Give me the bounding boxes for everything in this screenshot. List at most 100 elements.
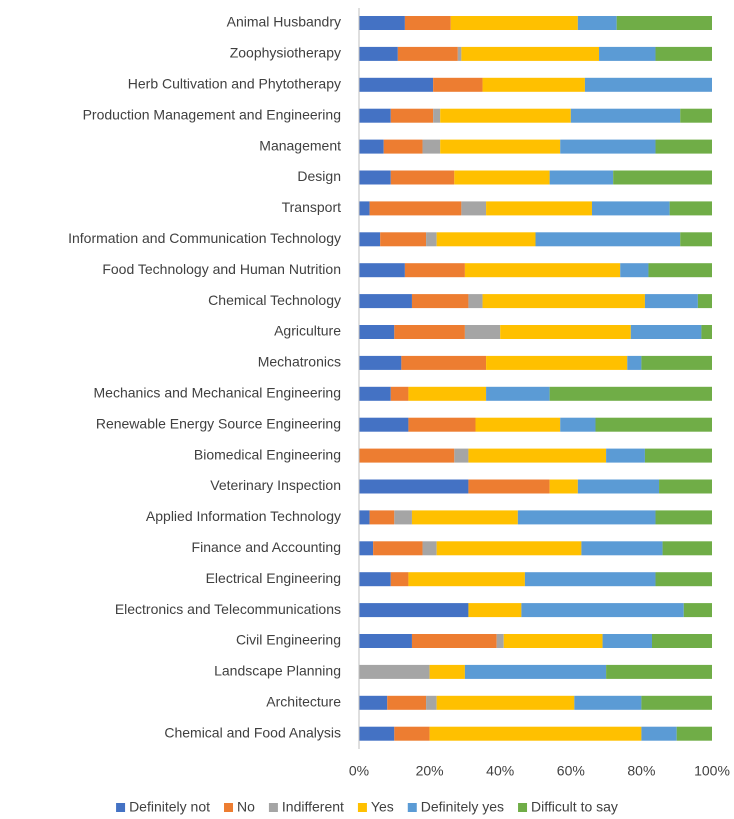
legend-label: Difficult to say: [531, 799, 618, 815]
y-tick-label: Production Management and Engineering: [83, 106, 341, 122]
y-tick-label: Agriculture: [274, 323, 341, 339]
bar-segment: [486, 201, 592, 216]
bar-segment: [359, 726, 395, 741]
bar-segment: [500, 325, 631, 339]
bar-segment: [521, 603, 684, 618]
bar-segment: [380, 232, 427, 247]
y-tick-label: Applied Information Technology: [146, 508, 341, 524]
bar-segment: [641, 695, 712, 710]
bar-segment: [648, 263, 712, 278]
bar-segment: [641, 726, 677, 741]
bar-segment: [468, 294, 483, 309]
x-tick-label: 20%: [416, 763, 444, 779]
bar-segment: [574, 695, 642, 710]
bar-segment: [454, 448, 469, 463]
bar-segment: [644, 448, 712, 463]
y-tick-label: Zoophysiotherapy: [230, 45, 341, 61]
bar-segment: [535, 232, 681, 247]
y-tick-label: Mechatronics: [258, 354, 341, 370]
bar-segment: [577, 16, 617, 30]
bar-segment: [676, 726, 712, 741]
bar-segment: [359, 46, 398, 61]
legend-swatch: [224, 803, 234, 812]
bar-segment: [701, 325, 712, 339]
bar-segment: [359, 695, 388, 710]
bar-segment: [411, 294, 469, 309]
bar-segment: [577, 479, 660, 494]
bar-segment: [359, 108, 391, 123]
bar-segment: [599, 46, 656, 61]
bar-segment: [436, 541, 582, 556]
y-tick-label: Management: [259, 137, 341, 153]
bar-segment: [359, 634, 412, 648]
bar-segment: [440, 108, 571, 123]
bar-segment: [655, 510, 712, 525]
bar-segment: [359, 294, 412, 309]
bar-segment: [440, 139, 561, 154]
bar-segment: [359, 263, 405, 278]
bar-segment: [468, 479, 550, 494]
bar-segment: [359, 448, 455, 463]
y-tick-label: Herb Cultivation and Phytotherapy: [128, 76, 341, 92]
bar-segment: [433, 77, 483, 92]
bar-segment: [644, 294, 698, 309]
bar-segment: [454, 170, 550, 185]
legend-swatch: [116, 803, 126, 812]
bar-segment: [390, 170, 455, 185]
y-tick-label: Electrical Engineering: [206, 570, 341, 586]
bar-segment: [606, 664, 712, 679]
bar-segment: [383, 139, 423, 154]
legend-label: Definitely not: [129, 799, 210, 815]
bar-segment: [496, 634, 504, 648]
bar-segment: [680, 108, 712, 123]
bar-segment: [404, 16, 451, 30]
bar-segment: [641, 355, 712, 370]
bar-segment: [683, 603, 712, 618]
bar-segment: [468, 448, 607, 463]
bar-segment: [591, 201, 670, 216]
bar-segment: [517, 510, 656, 525]
legend-label: No: [237, 799, 255, 815]
y-tick-label: Animal Husbandry: [227, 14, 341, 30]
bar-segment: [549, 479, 578, 494]
bar-segment: [486, 386, 550, 401]
bar-segment: [373, 541, 423, 556]
bar-segment: [394, 325, 465, 339]
bar-segment: [630, 325, 702, 339]
bar-segment: [359, 201, 370, 216]
bar-segment: [359, 325, 395, 339]
bar-segment: [422, 139, 441, 154]
bar-segment: [606, 448, 645, 463]
bar-segment: [397, 46, 458, 61]
bar-segment: [549, 170, 614, 185]
bar-segment: [482, 77, 585, 92]
bar-segment: [461, 46, 600, 61]
bar-segment: [659, 479, 712, 494]
y-tick-label: Food Technology and Human Nutrition: [102, 261, 341, 277]
bar-segment: [359, 479, 469, 494]
x-tick-label: 100%: [694, 763, 730, 779]
bar-segment: [390, 386, 409, 401]
x-tick-label: 80%: [627, 763, 655, 779]
bar-segment: [503, 634, 603, 648]
bar-segment: [390, 572, 409, 587]
bar-segment: [359, 139, 384, 154]
bar-segment: [422, 541, 437, 556]
x-tick-label: 40%: [486, 763, 514, 779]
bar-segment: [464, 664, 607, 679]
bar-segment: [602, 634, 652, 648]
y-tick-label: Renewable Energy Source Engineering: [96, 415, 341, 431]
y-tick-label: Information and Communication Technology: [68, 230, 341, 246]
bar-segment: [404, 263, 465, 278]
bar-segment: [464, 325, 501, 339]
legend-swatch: [518, 803, 528, 812]
bar-segment: [433, 108, 441, 123]
bar-segment: [560, 139, 656, 154]
bar-segment: [429, 664, 465, 679]
y-tick-label: Electronics and Telecommunications: [115, 601, 341, 617]
bar-segment: [697, 294, 712, 309]
x-tick-label: 60%: [557, 763, 585, 779]
bar-segment: [627, 355, 642, 370]
bar-segment: [359, 77, 434, 92]
